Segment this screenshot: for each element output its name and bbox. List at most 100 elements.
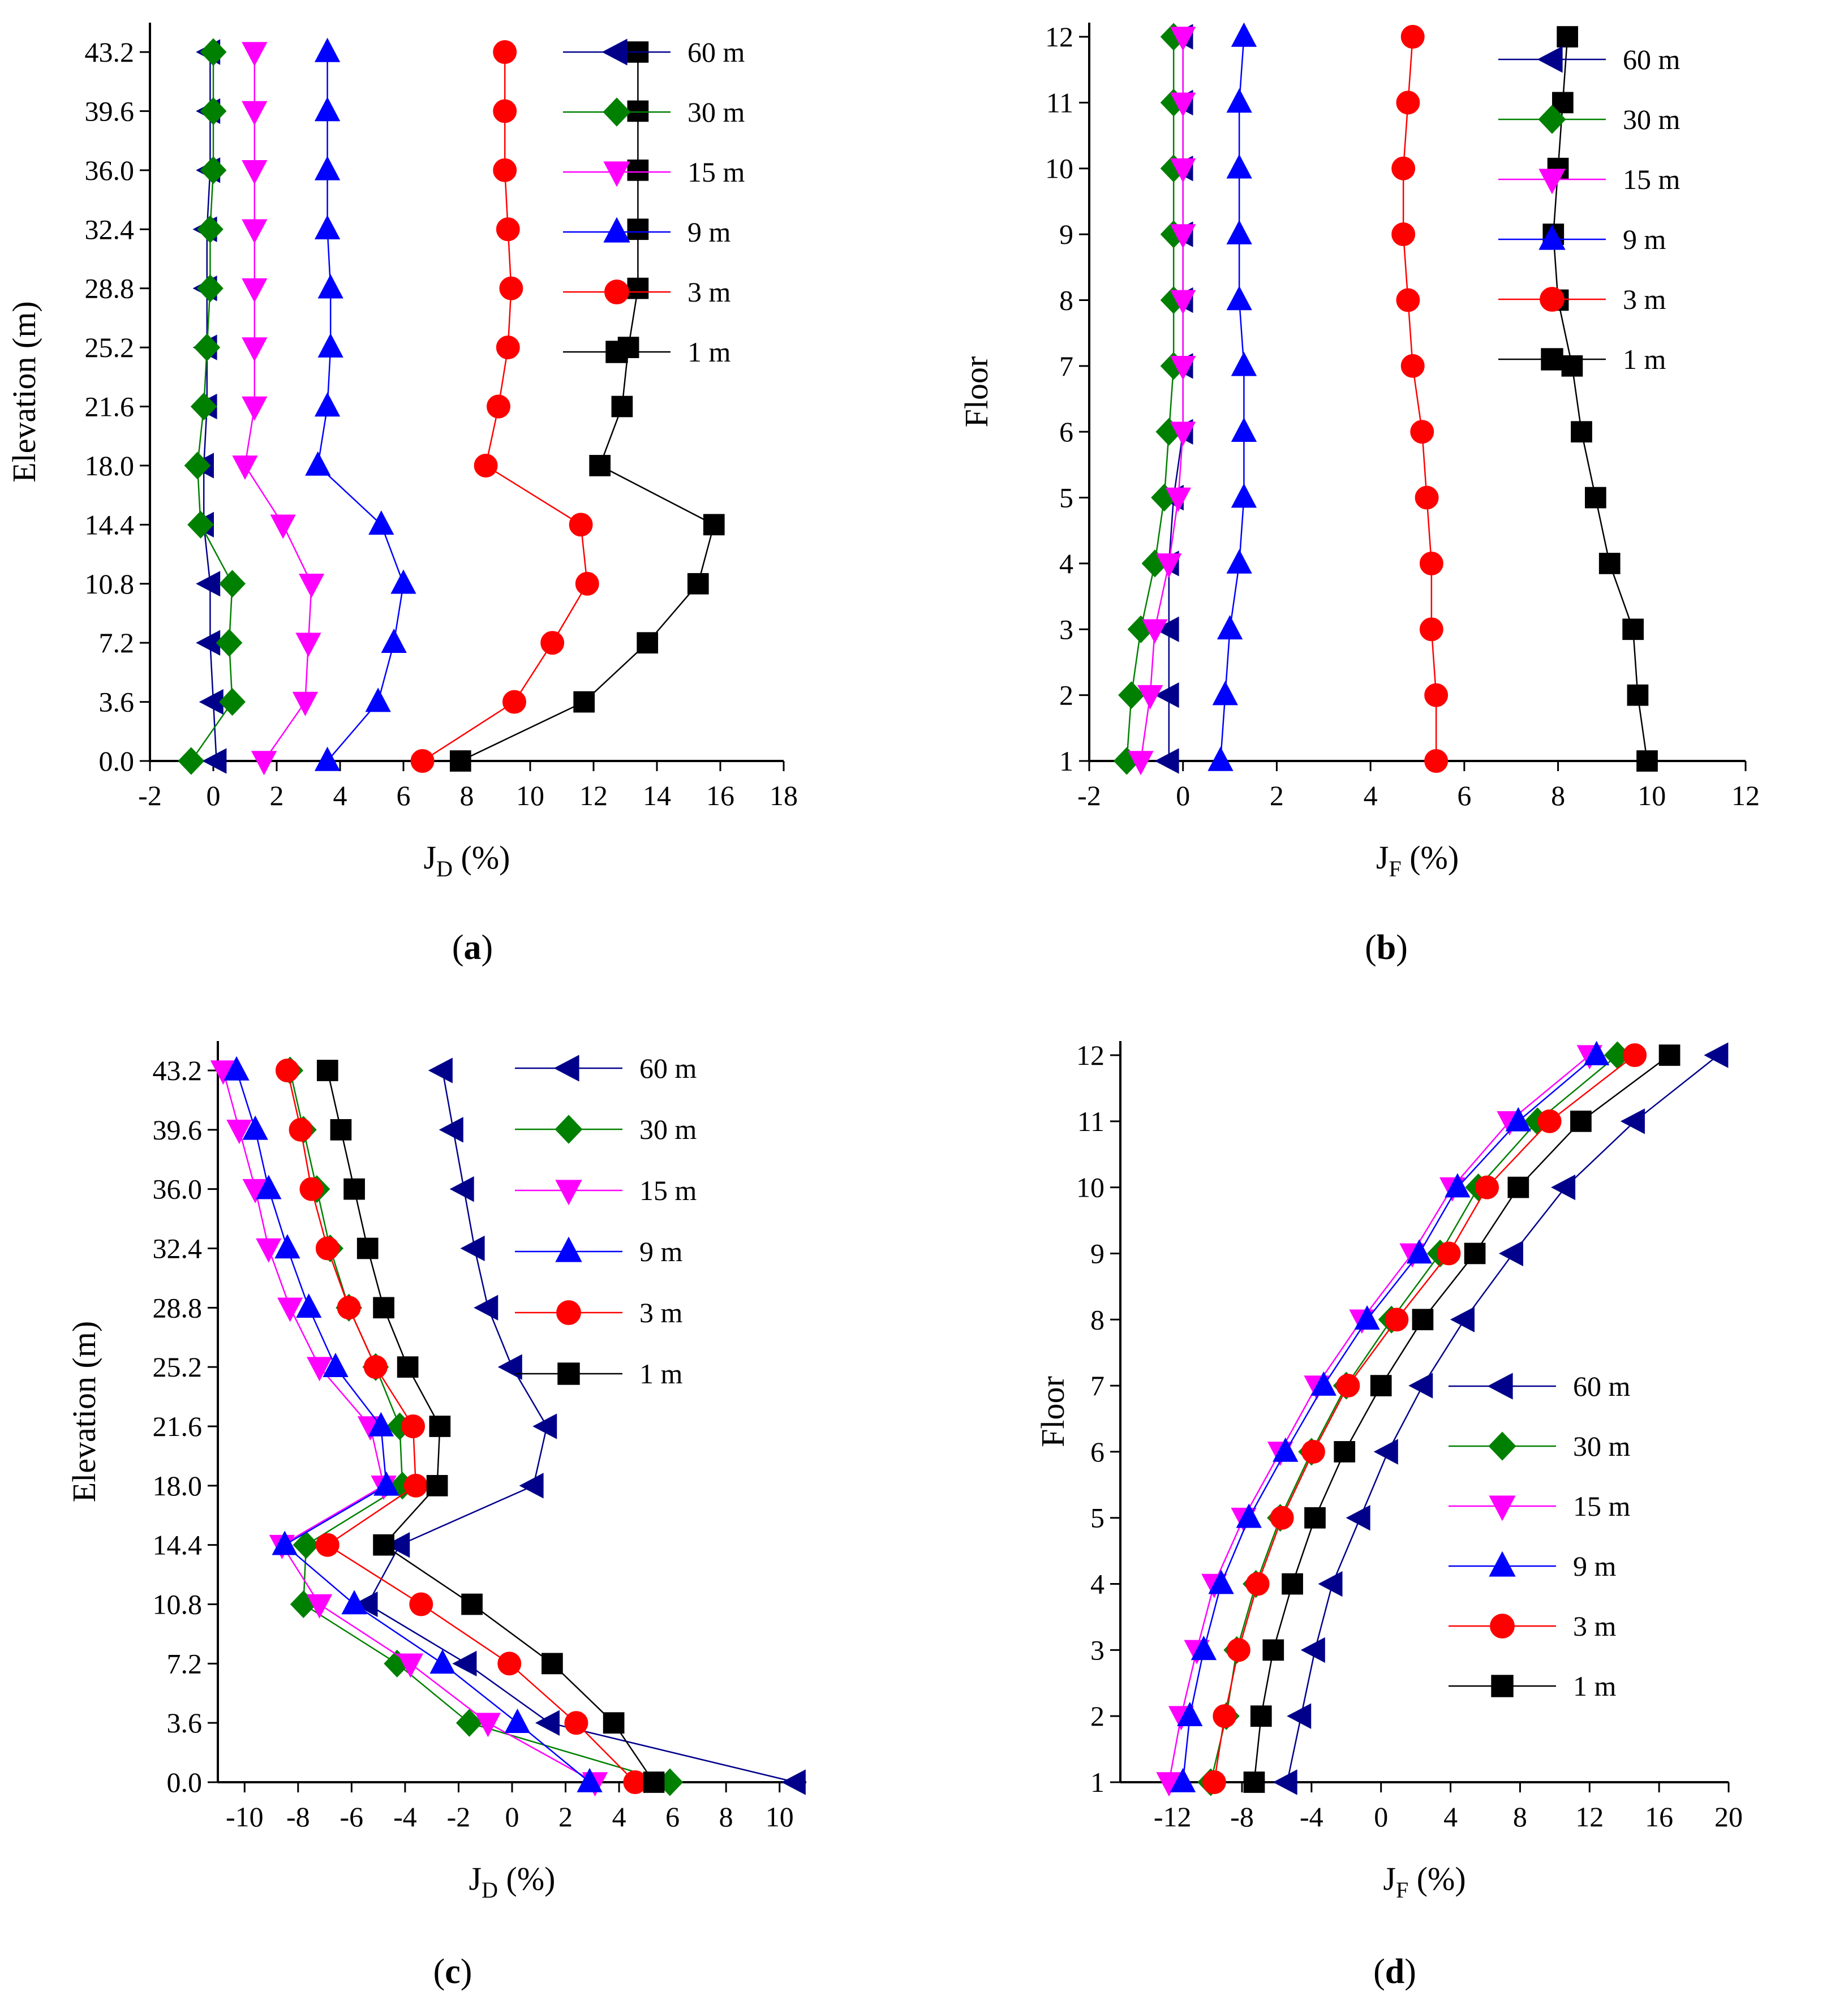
panel-d-legend-marker-30m [1488, 1431, 1516, 1461]
panel-c-series-9m [224, 1056, 603, 1792]
panel-b-x-tick-label: 10 [1638, 780, 1666, 811]
panel-c-point-9m [368, 1412, 394, 1437]
panel-a-point-3m [493, 40, 517, 64]
panel-d-point-3m [1537, 1109, 1562, 1133]
panel-d-y-tick-label: 8 [1090, 1304, 1104, 1335]
panel-d-point-60m [1704, 1042, 1729, 1068]
panel-b-point-15m [1137, 685, 1163, 709]
panel-d-legend-marker-15m [1489, 1495, 1516, 1521]
panel-c-point-3m [315, 1236, 339, 1261]
panel-b-point-15m [1142, 619, 1168, 644]
panel-c-series-30m [277, 1056, 684, 1796]
panel-a-x-tick-label: 4 [333, 780, 347, 811]
panel-d-legend-marker-3m [1490, 1614, 1515, 1639]
panel-c-x-tick-label: -8 [286, 1801, 310, 1833]
panel-b-y-tick-label: 3 [1059, 613, 1073, 645]
panel-a-point-9m [314, 156, 341, 180]
panel-a-point-15m [242, 219, 268, 244]
panel-c-point-9m [272, 1530, 298, 1555]
panel-c-point-60m [428, 1057, 453, 1083]
panel-b-legend-marker-60m [1537, 46, 1563, 73]
panel-c-x-tick-label: -10 [226, 1801, 264, 1833]
panel-b-legend-label-15m: 15 m [1623, 164, 1681, 195]
panel-c-x-tick-label: -4 [393, 1801, 417, 1833]
panel-c-point-15m [306, 1594, 333, 1619]
panel-d-series-15m [1156, 1045, 1602, 1797]
panel-a-point-30m [200, 156, 227, 184]
panel-d-x-axis-title: JF (%) [1383, 1860, 1465, 1903]
panel-c-legend-marker-9m [555, 1236, 582, 1262]
panel-d-point-1m [1464, 1242, 1486, 1265]
panel-d-point-1m [1282, 1573, 1303, 1595]
panel-a-legend-label-9m: 9 m [687, 216, 731, 248]
panel-d-x-tick-label: -12 [1154, 1801, 1192, 1833]
panel-c-point-1m [429, 1416, 451, 1437]
panel-d-y-tick-label: 2 [1090, 1700, 1104, 1732]
panel-a-y-tick-label: 43.2 [85, 36, 135, 68]
panel-a-point-30m [219, 570, 246, 598]
panel-c-point-3m [289, 1117, 313, 1142]
panel-c-x-tick-label: 0 [505, 1801, 519, 1833]
panel-b-point-1m [1571, 421, 1592, 443]
panel-c-point-9m [296, 1293, 322, 1318]
panel-d-legend-label-9m: 9 m [1573, 1550, 1617, 1582]
panel-b-legend-label-9m: 9 m [1623, 223, 1666, 255]
panel-label-c: (c) [433, 1953, 472, 1991]
panel-a-point-1m [611, 395, 633, 418]
panel-c-legend-label-30m: 30 m [639, 1113, 697, 1145]
panel-b-x-tick-label: 4 [1364, 780, 1378, 811]
panel-c-y-tick-label: 0.0 [167, 1766, 203, 1798]
panel-d-x-tick-label: -8 [1230, 1801, 1254, 1833]
panel-a-y-tick-label: 32.4 [85, 213, 135, 245]
panel-b-point-3m [1391, 156, 1416, 180]
panel-a-point-3m [487, 394, 510, 419]
panel-d-point-9m [1310, 1371, 1337, 1396]
panel-c-point-1m [541, 1653, 563, 1675]
panel-a-legend-marker-1m [605, 341, 628, 363]
panel-b-series-line-3m [1402, 36, 1437, 761]
panel-b-y-tick-label: 8 [1059, 284, 1073, 316]
panel-a-point-30m [219, 688, 246, 716]
panel-a-y-tick-label: 25.2 [85, 332, 135, 363]
panel-a-legend-label-15m: 15 m [687, 156, 745, 188]
panel-c-point-9m [274, 1234, 300, 1259]
panel-d-point-1m [1570, 1110, 1592, 1132]
panel-a-point-3m [499, 276, 523, 300]
panel-c-series-60m [353, 1057, 806, 1795]
panel-label-b: (b) [1365, 928, 1408, 967]
panel-d-legend-label-30m: 30 m [1573, 1430, 1631, 1462]
panel-b-point-15m [1128, 751, 1154, 776]
panel-c-y-tick-label: 25.2 [153, 1351, 203, 1383]
panel-b-point-1m [1557, 26, 1578, 48]
panel-c-y-tick-label: 43.2 [153, 1055, 203, 1086]
panel-a-legend: 60 m 30 m 15 m 9 m 3 m 1 m [563, 36, 745, 368]
panel-d-series-30m [1197, 1041, 1631, 1796]
panel-d-legend-marker-60m [1487, 1373, 1513, 1400]
panel-b-point-9m [1231, 22, 1257, 47]
panel-c-point-15m [397, 1653, 424, 1678]
panel-d-point-60m [1300, 1637, 1325, 1663]
panel-c-legend-label-1m: 1 m [639, 1358, 683, 1390]
panel-b-series-9m [1207, 22, 1257, 771]
panel-b-series-15m [1128, 27, 1196, 776]
panel-c-point-60m [474, 1295, 498, 1321]
panel-d-y-tick-label: 9 [1090, 1237, 1104, 1269]
panel-b-x-tick-label: 8 [1551, 780, 1565, 811]
panel-c-point-9m [577, 1768, 603, 1792]
panel-b-point-9m [1226, 154, 1252, 179]
panel-b-legend-marker-15m [1538, 169, 1566, 195]
panel-d-x-tick-label: 16 [1645, 1801, 1673, 1833]
panel-d-y-tick-label: 5 [1090, 1502, 1104, 1534]
panel-d-series-line-30m [1210, 1055, 1618, 1783]
panel-c-point-3m [409, 1592, 433, 1616]
panel-a-legend-marker-9m [603, 217, 630, 243]
panel-a-y-tick-label: 21.6 [85, 391, 135, 423]
panel-a-point-15m [270, 514, 296, 539]
panel-c-point-9m [256, 1175, 282, 1199]
panel-d-x-tick-label: 0 [1374, 1801, 1388, 1833]
panel-d-y-tick-label: 11 [1077, 1106, 1104, 1137]
panel-a-point-1m [627, 218, 649, 240]
panel-d-x-tick-label: 8 [1513, 1801, 1527, 1833]
panel-b-legend: 60 m 30 m 15 m 9 m 3 m 1 m [1498, 44, 1681, 375]
panel-d-y-tick-label: 10 [1076, 1172, 1104, 1203]
